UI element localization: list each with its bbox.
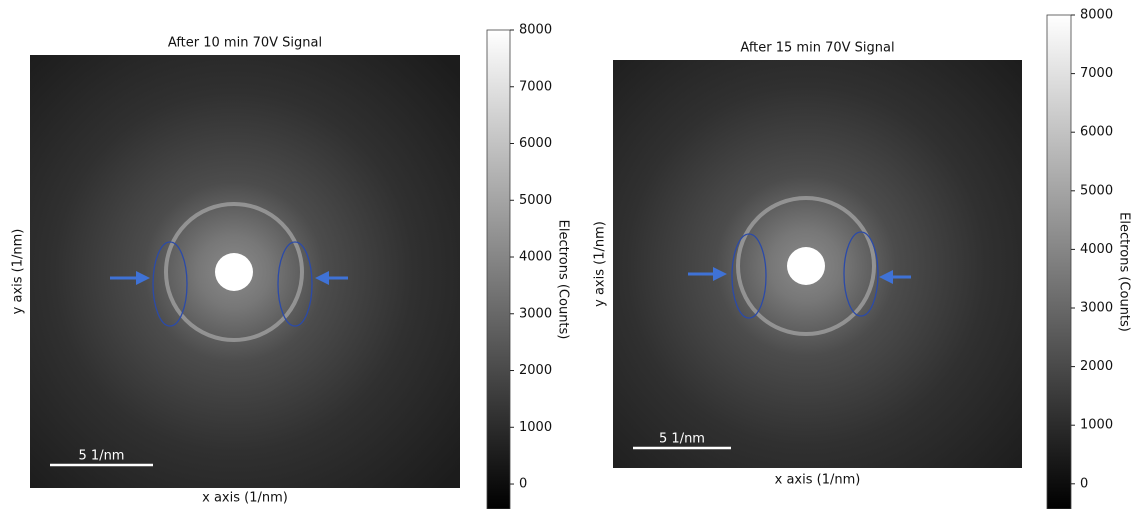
- colorbar-tick-label: 4000: [519, 250, 552, 265]
- y-axis-label: y axis (1/nm): [11, 229, 26, 315]
- colorbar-tick-label: 0: [519, 477, 527, 492]
- arrow-head: [315, 271, 329, 285]
- colorbar-label: Electrons (Counts): [1117, 212, 1132, 332]
- chart-title: After 10 min 70V Signal: [168, 36, 322, 51]
- colorbar: [1046, 14, 1072, 509]
- colorbar-tick-label: 5000: [1080, 183, 1113, 198]
- colorbar-tick-label: 0: [1080, 476, 1088, 491]
- colorbar-tick-label: 7000: [519, 79, 552, 94]
- colorbar-tick-label: 6000: [1080, 125, 1113, 140]
- highlight-ellipse: [152, 241, 188, 327]
- highlight-ellipse: [843, 231, 879, 317]
- central-beam: [787, 247, 825, 285]
- chart-title: After 15 min 70V Signal: [740, 41, 894, 56]
- colorbar-tick-label: 5000: [519, 193, 552, 208]
- colorbar-tick-label: 2000: [1080, 359, 1113, 374]
- scale-bar-label: 5 1/nm: [659, 432, 705, 447]
- colorbar-tick-label: 6000: [519, 136, 552, 151]
- highlight-ellipse: [731, 233, 767, 319]
- colorbar-tick-label: 3000: [1080, 301, 1113, 316]
- diffraction-ring: [164, 202, 304, 342]
- colorbar-tick-label: 7000: [1080, 66, 1113, 81]
- highlight-ellipse: [277, 241, 313, 327]
- arrow-head: [879, 270, 893, 284]
- colorbar-tick-label: 8000: [519, 23, 552, 38]
- colorbar-tick-label: 8000: [1080, 8, 1113, 23]
- central-beam: [215, 253, 253, 291]
- y-axis-label: y axis (1/nm): [593, 221, 608, 307]
- colorbar-label: Electrons (Counts): [556, 220, 571, 340]
- x-axis-label: x axis (1/nm): [775, 473, 861, 488]
- arrow-head: [136, 271, 150, 285]
- x-axis-label: x axis (1/nm): [202, 491, 288, 506]
- colorbar-tick-label: 4000: [1080, 242, 1113, 257]
- colorbar-tick-label: 1000: [1080, 418, 1113, 433]
- scale-bar-label: 5 1/nm: [79, 449, 125, 464]
- colorbar: [486, 29, 511, 509]
- diffraction-ring: [736, 196, 876, 336]
- arrow-head: [713, 267, 727, 281]
- colorbar-tick-label: 3000: [519, 306, 552, 321]
- colorbar-tick-label: 2000: [519, 363, 552, 378]
- colorbar-tick-label: 1000: [519, 420, 552, 435]
